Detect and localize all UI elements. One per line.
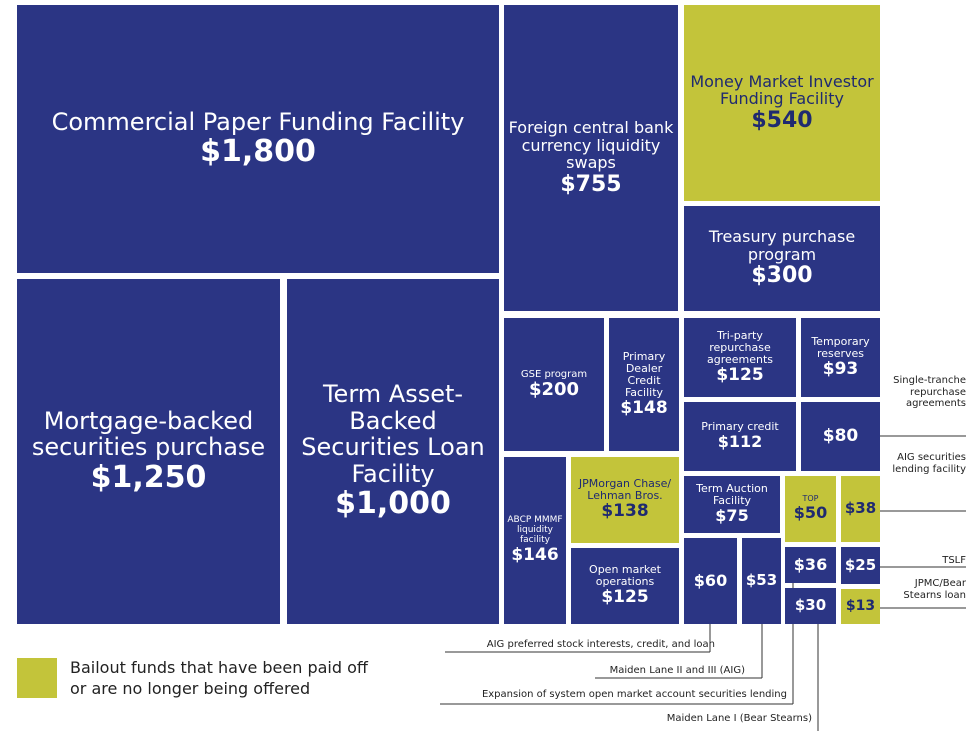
cell-value: $36 xyxy=(793,554,828,574)
cell-value: $148 xyxy=(620,397,668,418)
cell-value: $80 xyxy=(822,425,859,446)
cell-name: Tri-party repurchase agreements xyxy=(706,328,774,366)
treemap-cell: Tri-party repurchase agreements $125 xyxy=(684,318,796,397)
cell-value: $1,800 xyxy=(200,133,316,169)
cell-value: $138 xyxy=(601,501,649,522)
treemap-cell: $60 xyxy=(684,538,737,624)
treemap-cell: ABCP MMMF liquidity facility $146 xyxy=(504,457,566,624)
cell-value: $53 xyxy=(745,571,778,590)
cell-name: TOP xyxy=(802,494,819,504)
treemap-cell: $80 xyxy=(801,402,880,471)
cell-value: $1,250 xyxy=(90,459,207,495)
treemap-cell: Temporary reserves $93 xyxy=(801,318,880,397)
cell-name: ABCP MMMF liquidity facility xyxy=(507,514,563,545)
treemap-cell: Mortgage-backed securities purchase $1,25… xyxy=(17,279,280,624)
cell-value: $38 xyxy=(844,499,877,518)
cell-name: Commercial Paper Funding Facility xyxy=(51,107,465,136)
cell-name: Foreign central bank currency liquidity … xyxy=(508,117,674,173)
cell-name: Term Auction Facility xyxy=(696,482,768,508)
cell-value: $540 xyxy=(751,107,813,133)
callout-label: TSLF xyxy=(942,555,966,566)
cell-name: Primary credit xyxy=(701,420,779,434)
cell-value: $200 xyxy=(528,378,580,400)
treemap-cell: Term Auction Facility $75 xyxy=(684,476,780,533)
cell-name: Term Asset-Backed Securities Loan Facili… xyxy=(301,380,485,488)
cell-value: $125 xyxy=(716,364,764,385)
treemap-cell: $38 xyxy=(841,476,880,542)
cell-name: Mortgage-backed securities purchase xyxy=(31,406,266,462)
callout-label: Maiden Lane II and III (AIG) xyxy=(609,665,745,676)
cell-value: $60 xyxy=(693,570,728,590)
cell-value: $300 xyxy=(751,263,813,289)
callout-label: AIG securities lending facility xyxy=(892,452,966,475)
callout-label: AIG preferred stock interests, credit, a… xyxy=(486,639,715,650)
callout-label: Expansion of system open market account … xyxy=(481,689,787,700)
cell-value: $30 xyxy=(794,596,827,615)
legend-label: Bailout funds that have been paid off or… xyxy=(70,658,368,698)
treemap-cell: TOP $50 xyxy=(785,476,836,542)
cell-value: $25 xyxy=(844,555,877,574)
cell-value: $13 xyxy=(845,598,876,615)
treemap-cell: Commercial Paper Funding Facility $1,800 xyxy=(17,5,499,273)
cell-name: Temporary reserves xyxy=(811,334,870,360)
treemap-cell: Treasury purchase program $300 xyxy=(684,206,880,311)
cell-value: $146 xyxy=(511,544,559,565)
treemap-cell: Money Market Investor Funding Facility $5… xyxy=(684,5,880,201)
treemap-cell: $25 xyxy=(841,547,880,584)
callout-label: JPMC/Bear Stearns loan xyxy=(903,578,966,601)
treemap-cell: $53 xyxy=(742,538,781,624)
cell-value: $125 xyxy=(601,587,649,608)
treemap-cell: $36 xyxy=(785,547,836,583)
treemap-cell: JPMorgan Chase/ Lehman Bros. $138 xyxy=(571,457,679,543)
callout-label: Single-tranche repurchase agreements xyxy=(893,375,966,409)
treemap-cell: Foreign central bank currency liquidity … xyxy=(504,5,678,311)
cell-value: $755 xyxy=(560,171,622,197)
cell-name: GSE program xyxy=(520,368,588,380)
cell-name: Treasury purchase program xyxy=(708,227,856,264)
treemap-cell: Term Asset-Backed Securities Loan Facili… xyxy=(287,279,499,624)
cell-name: Primary Dealer Credit Facility xyxy=(622,349,666,399)
callout-label: Maiden Lane I (Bear Stearns) xyxy=(666,713,812,724)
cell-name: Money Market Investor Funding Facility xyxy=(690,71,874,109)
treemap-cell: Primary credit $112 xyxy=(684,402,796,471)
cell-value: $112 xyxy=(717,432,763,452)
cell-name: Open market operations xyxy=(589,563,661,589)
cell-value: $50 xyxy=(793,503,828,523)
treemap-cell: $13 xyxy=(841,589,880,624)
treemap-cell: $30 xyxy=(785,588,836,624)
legend-swatch xyxy=(17,658,57,698)
treemap-cell: Primary Dealer Credit Facility $148 xyxy=(609,318,679,451)
treemap-cell: Open market operations $125 xyxy=(571,548,679,624)
cell-value: $75 xyxy=(715,506,749,526)
cell-value: $93 xyxy=(822,358,859,379)
treemap-cell: GSE program $200 xyxy=(504,318,604,451)
cell-value: $1,000 xyxy=(335,486,451,522)
cell-name: JPMorgan Chase/ Lehman Bros. xyxy=(578,477,672,503)
